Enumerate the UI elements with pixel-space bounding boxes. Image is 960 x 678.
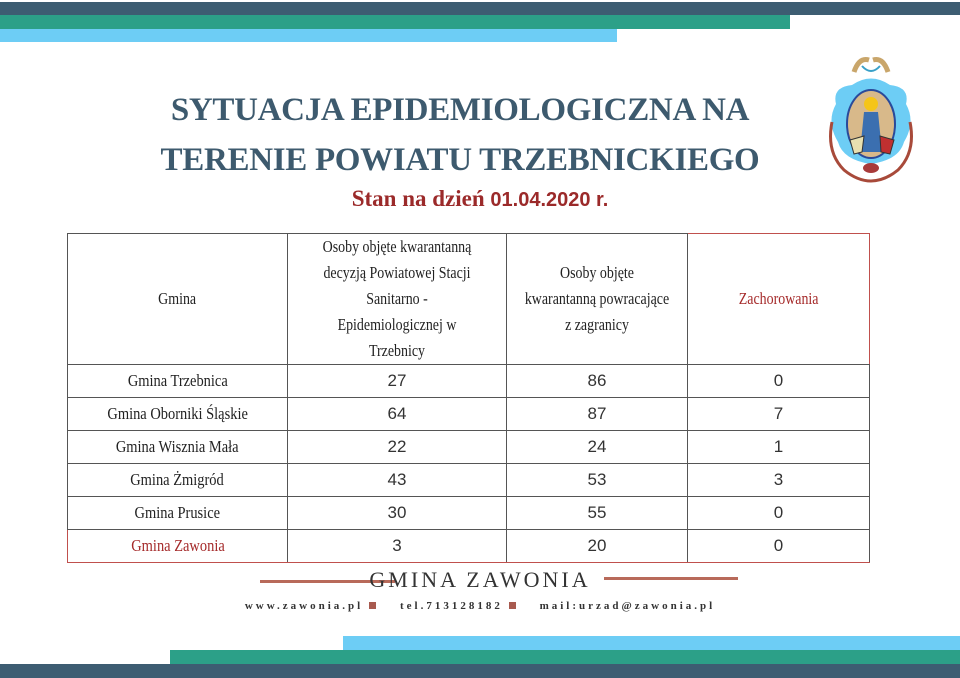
title-line-2: TERENIE POWIATU TRZEBNICKIEGO [160,142,760,178]
cell-cases: 3 [687,463,870,497]
header-gmina: Gmina [67,233,288,365]
cell-cases: 0 [687,364,870,398]
table-row: Gmina Zawonia 3 20 0 [67,529,870,563]
cell-quarantine-pss: 27 [287,364,507,398]
cell-cases: 0 [687,529,870,563]
footer-rule-right [604,577,738,580]
cell-quarantine-abroad: 86 [506,364,688,398]
page-title: SYTUACJA EPIDEMIOLOGICZNA NA TERENIE POW… [90,85,830,185]
cell-gmina: Gmina Wisznia Mała [67,430,288,464]
table-row: Gmina Żmigród 43 53 3 [67,463,870,497]
bottom-bar-light [343,636,960,650]
cell-gmina: Gmina Trzebnica [67,364,288,398]
date-line: Stan na dzień 01.04.2020 r. [0,186,960,212]
cell-cases: 0 [687,496,870,530]
header-cases: Zachorowania [687,233,870,365]
footer-contact: www.zawonia.pl tel.713128182 mail:urzad@… [0,600,960,612]
cell-quarantine-abroad: 55 [506,496,688,530]
cell-gmina: Gmina Prusice [67,496,288,530]
date-value: 01.04.2020 r. [490,189,609,211]
title-line-1: SYTUACJA EPIDEMIOLOGICZNA NA [170,92,750,128]
footer-mail[interactable]: mail:urzad@zawonia.pl [539,600,716,612]
bottom-bar-dark [0,664,960,678]
table-row: Gmina Oborniki Śląskie 64 87 7 [67,397,870,431]
cell-quarantine-pss: 43 [287,463,507,497]
bottom-bar-green [170,650,960,664]
cell-quarantine-abroad: 87 [506,397,688,431]
header-quarantine-abroad: Osoby objęte kwarantanną powracające z z… [506,233,688,365]
table-row: Gmina Prusice 30 55 0 [67,496,870,530]
table-row: Gmina Wisznia Mała 22 24 1 [67,430,870,464]
header-quarantine-pss: Osoby objęte kwarantanną decyzją Powiato… [287,233,507,365]
cell-cases: 7 [687,397,870,431]
cell-cases: 1 [687,430,870,464]
date-label: Stan na dzień [351,186,485,211]
cell-quarantine-pss: 30 [287,496,507,530]
footer-name: GMINA ZAWONIA [369,567,591,592]
top-bar-light [0,29,617,42]
top-bar-dark [0,2,960,15]
cell-gmina: Gmina Zawonia [67,529,288,563]
footer-www[interactable]: www.zawonia.pl [244,600,364,612]
table-header-row: Gmina Osoby objęte kwarantanną decyzją P… [67,233,870,365]
cell-quarantine-abroad: 53 [506,463,688,497]
cell-gmina: Gmina Żmigród [67,463,288,497]
cell-quarantine-pss: 3 [287,529,507,563]
coat-of-arms-icon [829,57,913,183]
top-bar-green [0,15,790,29]
cell-quarantine-abroad: 20 [506,529,688,563]
footer-tel: tel.713128182 [399,600,503,612]
table-row: Gmina Trzebnica 27 86 0 [67,364,870,398]
cell-quarantine-pss: 64 [287,397,507,431]
cell-gmina: Gmina Oborniki Śląskie [67,397,288,431]
footer-rule-left [260,580,395,583]
cell-quarantine-pss: 22 [287,430,507,464]
epidemiology-table: Gmina Osoby objęte kwarantanną decyzją P… [67,233,870,563]
cell-quarantine-abroad: 24 [506,430,688,464]
